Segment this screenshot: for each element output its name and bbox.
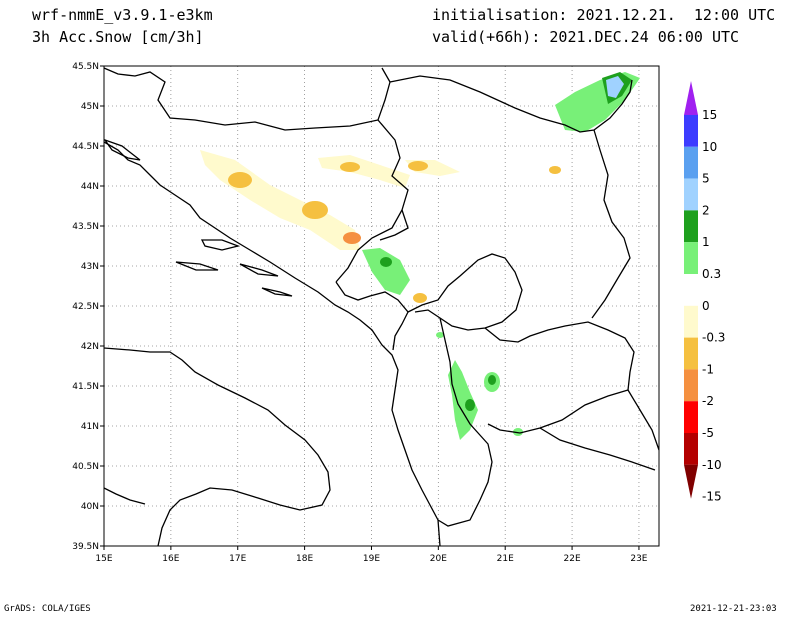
lat-tick-label: 45.5N [72, 62, 99, 72]
init-time: initialisation: 2021.12.21. 12:00 UTC [432, 6, 776, 24]
field-title: 3h Acc.Snow [cm/3h] [32, 28, 204, 46]
colorbar-label: -5 [702, 426, 714, 440]
colorbar-label: -2 [702, 394, 714, 408]
snow-patch-romania-peak [606, 76, 624, 98]
bulgaria-south [627, 389, 659, 451]
melt-patch-bosnia-1 [228, 172, 252, 188]
lon-tick-label: 18E [296, 554, 313, 564]
lat-tick-label: 40N [81, 502, 99, 512]
adriatic-coastline-east [104, 141, 441, 546]
lat-tick-label: 44N [81, 182, 99, 192]
colorbar-bottom-arrow [684, 464, 698, 499]
lat-tick-label: 43N [81, 262, 99, 272]
lat-tick-label: 42.5N [72, 302, 99, 312]
melt-patch-serbia-2 [549, 166, 561, 174]
lat-tick-label: 45N [81, 102, 99, 112]
colorbar-box [684, 401, 698, 433]
melt-patch-albania-north [413, 293, 427, 303]
lon-tick-label: 21E [497, 554, 514, 564]
melt-patch-bosnia-2 [302, 201, 328, 219]
serbia-border-west [379, 209, 409, 241]
coastlines-borders [104, 67, 659, 546]
melt-patch-montenegro [343, 232, 361, 244]
snow-patch-montenegro [362, 248, 410, 295]
lon-tick-label: 20E [430, 554, 447, 564]
lon-tick-label: 17E [229, 554, 246, 564]
colorbar-box [684, 242, 698, 274]
colorbar-label: -15 [702, 490, 722, 504]
lon-tick-label: 16E [162, 554, 179, 564]
island-5 [104, 138, 141, 161]
snow-patch-ohrid [513, 428, 523, 436]
snow-patch-albania [448, 360, 478, 440]
colorbar-label: 0 [702, 299, 710, 313]
model-title: wrf-nmmE_v3.9.1-e3km [32, 6, 213, 24]
greece-north [539, 427, 656, 471]
colorbar-box [684, 115, 698, 147]
snow-patch-albania-heavy [465, 399, 475, 411]
colorbar-label: -10 [702, 458, 722, 472]
lon-tick-label: 19E [363, 554, 380, 564]
bulgaria-border [591, 129, 631, 319]
colorbar-box [684, 337, 698, 370]
colorbar-box [684, 369, 698, 402]
colorbar-label: 10 [702, 140, 717, 154]
colorbar-box [684, 146, 698, 179]
footer-software: GrADS: COLA/IGES [4, 604, 91, 614]
macedonia-border [484, 321, 635, 434]
footer-timestamp: 2021-12-21-23:03 [690, 604, 777, 614]
colorbar-top-arrow [684, 81, 698, 115]
island-2 [175, 261, 219, 271]
melt-patch-serbia-1 [408, 161, 428, 171]
serbia-east-border [389, 75, 633, 133]
melt-patch-bosnia-north [318, 155, 410, 188]
snow-patch-macedonia-heavy [488, 375, 496, 385]
colorbar: 15 10 5 2 1 0.3 0 -0.3 -1 -2 -5 -10 -15 [684, 81, 725, 504]
map-frame [103, 65, 660, 547]
axis-ticks: 15E 16E 17E 18E 19E 20E 21E 22E 23E 45.5N 45N 44.5N… [72, 62, 648, 564]
colorbar-box [684, 433, 698, 465]
lon-tick-label: 23E [630, 554, 647, 564]
grid-lines [104, 66, 659, 546]
colorbar-box [684, 274, 698, 306]
melt-patch-bosnia-3 [340, 162, 360, 172]
island-1 [200, 239, 241, 251]
lat-tick-label: 39.5N [72, 542, 99, 552]
italy-coastline [104, 347, 331, 546]
colorbar-box [684, 210, 698, 243]
colorbar-box [684, 305, 698, 338]
colorbar-label: 5 [702, 172, 710, 186]
italy-heel-coast [104, 487, 146, 505]
lat-tick-label: 40.5N [72, 462, 99, 472]
colorbar-label: 2 [702, 203, 710, 217]
lat-tick-label: 41.5N [72, 382, 99, 392]
lon-tick-label: 15E [95, 554, 112, 564]
kosovo-border [407, 253, 523, 331]
lat-tick-label: 43.5N [72, 222, 99, 232]
snow-patches [200, 72, 640, 440]
croatia-border [104, 67, 391, 131]
colorbar-label: -1 [702, 362, 714, 376]
colorbar-label: 1 [702, 235, 710, 249]
island-4 [261, 287, 293, 297]
island-3 [239, 263, 279, 277]
albania-border [437, 317, 493, 527]
lat-tick-label: 44.5N [72, 142, 99, 152]
colorbar-label: -0.3 [702, 331, 725, 345]
snow-patch-kosovo [436, 332, 444, 338]
colorbar-label: 15 [702, 108, 717, 122]
colorbar-label: 0.3 [702, 267, 721, 281]
colorbar-box [684, 178, 698, 211]
lon-tick-label: 22E [564, 554, 581, 564]
valid-time: valid(+66h): 2021.DEC.24 06:00 UTC [432, 28, 740, 46]
montenegro-border [335, 281, 409, 351]
lat-tick-label: 42N [81, 342, 99, 352]
snow-patch-romania-heavy [380, 257, 392, 267]
lat-tick-label: 41N [81, 422, 99, 432]
